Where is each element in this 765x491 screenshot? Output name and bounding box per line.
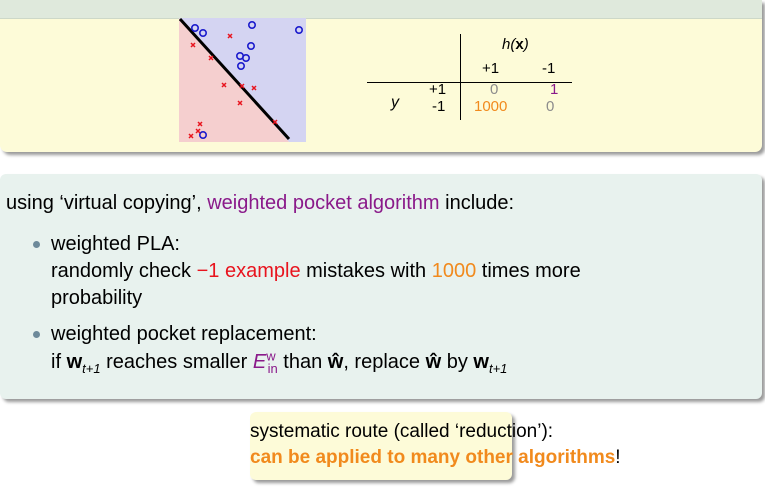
intro-line: using ‘virtual copying’, weighted pocket…: [6, 191, 514, 215]
negative-point: [227, 33, 233, 39]
negative-point: [190, 42, 196, 48]
weight-vector: w: [473, 351, 489, 373]
row-rule: [460, 34, 461, 120]
summary-line-2: can be applied to many other algorithms!: [250, 447, 621, 469]
negative-point: [237, 100, 243, 106]
positive-point: [248, 20, 257, 30]
positive-point: [198, 131, 207, 140]
negative-point: [272, 119, 278, 125]
negative-point: [195, 128, 201, 134]
negative-point: [221, 82, 227, 88]
bullet-dot: [33, 331, 40, 338]
summary-line-1: systematic route (called ‘reduction’):: [250, 421, 554, 442]
positive-point: [198, 29, 207, 38]
negative-example-text: −1 example: [196, 260, 301, 282]
text: , replace: [343, 351, 426, 373]
pocket-weight: ŵ: [425, 351, 442, 373]
subscript: t+1: [488, 361, 508, 376]
bullet-dot: [33, 241, 40, 248]
positive-point: [236, 61, 245, 70]
text: if: [51, 351, 67, 373]
column-header: h(x): [502, 36, 529, 53]
subscript: t+1: [82, 361, 101, 376]
top-example-box: h(x) +1 -1 y +1 -1 0 1 1000 0: [0, 0, 762, 152]
negative-point: [239, 83, 245, 89]
subscript: in: [267, 361, 278, 376]
text: randomly check: [51, 260, 197, 282]
positive-region: [179, 18, 306, 142]
pocket-weight: ŵ: [327, 351, 344, 373]
text: mistakes with: [300, 260, 432, 282]
algorithm-box: using ‘virtual copying’, weighted pocket…: [0, 174, 762, 399]
negative-point: [188, 133, 194, 139]
header-rule: [367, 82, 572, 83]
weight-vector: w: [66, 351, 83, 373]
negative-point: [251, 85, 257, 91]
column-label: +1: [482, 60, 500, 77]
bullet-weighted-pla-line3: probability: [51, 287, 143, 309]
positive-point: [241, 53, 250, 62]
text: than: [277, 351, 328, 373]
summary-box: systematic route (called ‘reduction’): c…: [250, 412, 621, 480]
bullet-weighted-pla-line: randomly check −1 example mistakes with …: [51, 259, 581, 283]
cost-cell: 0: [490, 81, 499, 98]
text: reaches smaller: [100, 351, 253, 373]
summary-end: !: [615, 447, 621, 468]
error-symbol: E: [252, 351, 267, 373]
cost-cell: 1000: [474, 98, 508, 115]
bullet-pocket-line: if wt+1 reaches smaller Ewin than ŵ, rep…: [51, 348, 508, 376]
positive-point: [247, 41, 256, 50]
scatter-plot: [179, 18, 306, 142]
negative-point: [197, 121, 203, 127]
text: by: [441, 351, 474, 373]
column-header-text: h(x): [502, 36, 529, 53]
row-label: +1: [429, 81, 447, 98]
positive-point: [191, 24, 200, 33]
row-header: y: [391, 94, 399, 111]
bullet-pocket-title: weighted pocket replacement:: [51, 323, 317, 345]
cost-cell: 1: [550, 81, 559, 98]
header-strip: [0, 0, 762, 19]
superscript: w: [266, 348, 276, 364]
decision-boundary: [179, 18, 291, 141]
intro-text-end: include:: [439, 192, 515, 214]
row-label: -1: [432, 98, 446, 115]
bullet-weighted-pla-title: weighted PLA:: [51, 233, 180, 255]
intro-text: using ‘virtual copying’,: [6, 192, 208, 214]
column-label: -1: [542, 60, 556, 77]
cost-matrix: h(x) +1 -1 y +1 -1 0 1 1000 0: [367, 34, 587, 134]
positive-point: [295, 26, 304, 35]
text: times more: [476, 260, 581, 282]
cost-cell: 0: [546, 98, 555, 115]
summary-highlight: can be applied to many other algorithms: [250, 447, 616, 468]
weight-value: 1000: [431, 260, 477, 282]
intro-highlight: weighted pocket algorithm: [207, 192, 440, 214]
negative-point: [208, 55, 214, 61]
